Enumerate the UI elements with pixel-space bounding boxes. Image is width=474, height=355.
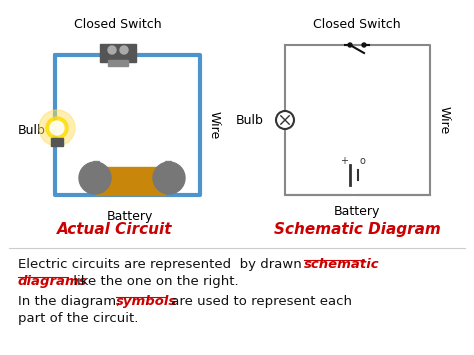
Circle shape (50, 121, 64, 135)
Text: are used to represent each: are used to represent each (167, 295, 352, 308)
Bar (93, 161, 99, 193)
Circle shape (79, 162, 111, 194)
Bar (100, 44, 136, 62)
Text: part of the circuit.: part of the circuit. (18, 312, 138, 325)
Bar (108, 60, 128, 66)
Text: Battery: Battery (334, 205, 380, 218)
Text: In the diagram,: In the diagram, (18, 295, 125, 308)
Text: Electric circuits are represented  by drawn: Electric circuits are represented by dra… (18, 258, 306, 271)
Text: Closed Switch: Closed Switch (313, 18, 401, 31)
Circle shape (108, 46, 116, 54)
Text: Schematic Diagram: Schematic Diagram (273, 222, 440, 237)
Circle shape (276, 111, 294, 129)
Text: Bulb: Bulb (18, 124, 46, 137)
Text: Bulb: Bulb (236, 114, 264, 126)
Circle shape (46, 117, 68, 139)
Text: Actual Circuit: Actual Circuit (57, 222, 173, 237)
Text: Wire: Wire (208, 111, 221, 139)
Circle shape (39, 110, 75, 146)
Circle shape (153, 162, 185, 194)
Text: o: o (359, 156, 365, 166)
Text: Wire: Wire (438, 106, 451, 134)
Text: schematic: schematic (304, 258, 380, 271)
Text: symbols: symbols (116, 295, 177, 308)
Text: like the one on the right.: like the one on the right. (69, 275, 238, 288)
Bar (95, 167, 165, 195)
Bar (165, 161, 171, 193)
Text: +: + (340, 156, 348, 166)
Circle shape (348, 43, 352, 47)
Circle shape (120, 46, 128, 54)
Bar (51, 138, 63, 146)
Circle shape (362, 43, 366, 47)
Text: Closed Switch: Closed Switch (74, 18, 162, 31)
Text: diagrams: diagrams (18, 275, 88, 288)
Text: Battery: Battery (107, 210, 153, 223)
